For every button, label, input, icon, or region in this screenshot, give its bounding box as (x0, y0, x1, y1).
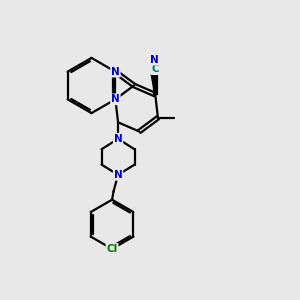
Text: C: C (152, 64, 159, 74)
Text: N: N (114, 134, 122, 144)
Text: N: N (111, 94, 120, 104)
Text: N: N (114, 170, 122, 180)
Text: N: N (150, 55, 159, 64)
Text: Cl: Cl (106, 244, 118, 254)
Text: N: N (111, 67, 120, 77)
